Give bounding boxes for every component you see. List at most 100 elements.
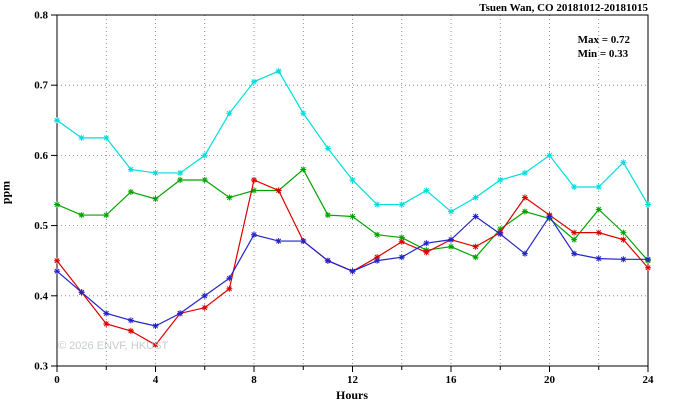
series-red-marker [620,236,627,243]
series-red-marker [127,327,134,334]
max-min-annotation: Max = 0.72 Min = 0.33 [578,33,630,61]
svg-text:4: 4 [153,374,159,386]
series-blue-marker [201,292,208,299]
series-blue-marker [521,250,528,257]
series-blue-marker [645,256,651,263]
series-red [56,179,649,346]
series-green-marker [374,231,381,238]
series-blue-marker [595,255,602,262]
series-green-marker [127,188,134,195]
series-blue-marker [423,240,430,247]
series-cyan-marker [472,194,479,201]
series-cyan-marker [324,145,331,152]
series-cyan-marker [275,68,282,75]
series-cyan-marker [448,208,454,215]
series-blue-marker [300,238,307,245]
series-green-marker [251,187,257,194]
series-red-marker [521,194,528,201]
series-cyan-marker [374,201,381,208]
series-green-marker [521,208,528,215]
series-green-marker [201,176,208,183]
series-cyan-marker [54,117,60,124]
series-blue-marker [177,310,184,317]
series-cyan-marker [423,187,430,194]
series-blue-marker [251,231,257,238]
series-green-marker [300,166,307,173]
series-blue-marker [152,322,159,329]
chart-title: Tsuen Wan, CO 20181012-20181015 [479,2,648,14]
series-red-marker [398,238,405,245]
series-cyan-marker [127,166,134,173]
svg-text:0: 0 [54,374,60,386]
svg-text:0.3: 0.3 [34,361,48,373]
max-value-label: Max = 0.72 [577,34,630,46]
series-green-marker [152,195,159,202]
min-value-label: Min = 0.33 [577,48,629,60]
series-green-marker [571,236,578,243]
series-cyan-marker [645,201,651,208]
series-blue-marker [571,250,578,257]
svg-text:12: 12 [347,374,359,386]
series-blue-marker [398,254,405,261]
series-green-marker [103,212,110,219]
series-cyan-marker [497,176,504,183]
series-red-marker [251,176,257,183]
svg-text:24: 24 [643,374,655,386]
series-blue-marker [226,275,233,282]
series-blue-marker [448,236,454,243]
series-cyan-marker [103,134,110,141]
svg-text:0.7: 0.7 [34,80,48,92]
series-green-marker [54,201,60,208]
series-blue-marker [472,213,479,220]
series-green-marker [226,194,233,201]
svg-text:8: 8 [251,374,257,386]
x-axis-label: Hours [335,388,368,402]
watermark: © 2026 ENVF, HKUST [58,340,169,352]
series-cyan-marker [521,169,528,176]
series-red-marker [201,304,208,311]
series-blue-marker [54,268,60,275]
series-green-marker [448,243,454,250]
series-red-marker [152,341,159,348]
svg-text:0.6: 0.6 [34,150,48,162]
series-cyan-marker [201,152,208,159]
series-green-marker [324,212,331,219]
series-cyan-marker [620,159,627,166]
series-blue-marker [78,289,85,296]
series-blue-marker [546,213,553,220]
series-blue-marker [324,257,331,264]
y-axis-label: ppm [0,180,13,205]
svg-text:0.4: 0.4 [34,290,48,302]
series-blue-marker [349,268,356,275]
series-cyan-marker [595,183,602,190]
svg-text:20: 20 [544,374,556,386]
series-red-marker [645,264,651,271]
series-blue-marker [620,256,627,263]
svg-text:16: 16 [446,374,458,386]
series-cyan-marker [300,110,307,117]
series-red-marker [275,187,282,194]
series-red-marker [423,249,430,256]
series-cyan-marker [546,152,553,159]
series-blue-marker [103,310,110,317]
series-green-marker [595,206,602,213]
series-blue-marker [497,231,504,238]
series-red-marker [54,257,60,264]
series-cyan [56,70,649,213]
series-green-marker [620,229,627,236]
series-blue-marker [127,317,134,324]
series-green-marker [78,212,85,219]
series-red-marker [226,285,233,292]
series-red-marker [595,229,602,236]
series-green-marker [349,213,356,220]
series-cyan-marker [78,134,85,141]
series-green-marker [177,176,184,183]
svg-text:0.5: 0.5 [34,220,48,232]
series-cyan-marker [177,169,184,176]
series-cyan-marker [349,176,356,183]
series-cyan-marker [251,78,257,85]
series-red-marker [103,320,110,327]
series-red-marker [374,254,381,261]
